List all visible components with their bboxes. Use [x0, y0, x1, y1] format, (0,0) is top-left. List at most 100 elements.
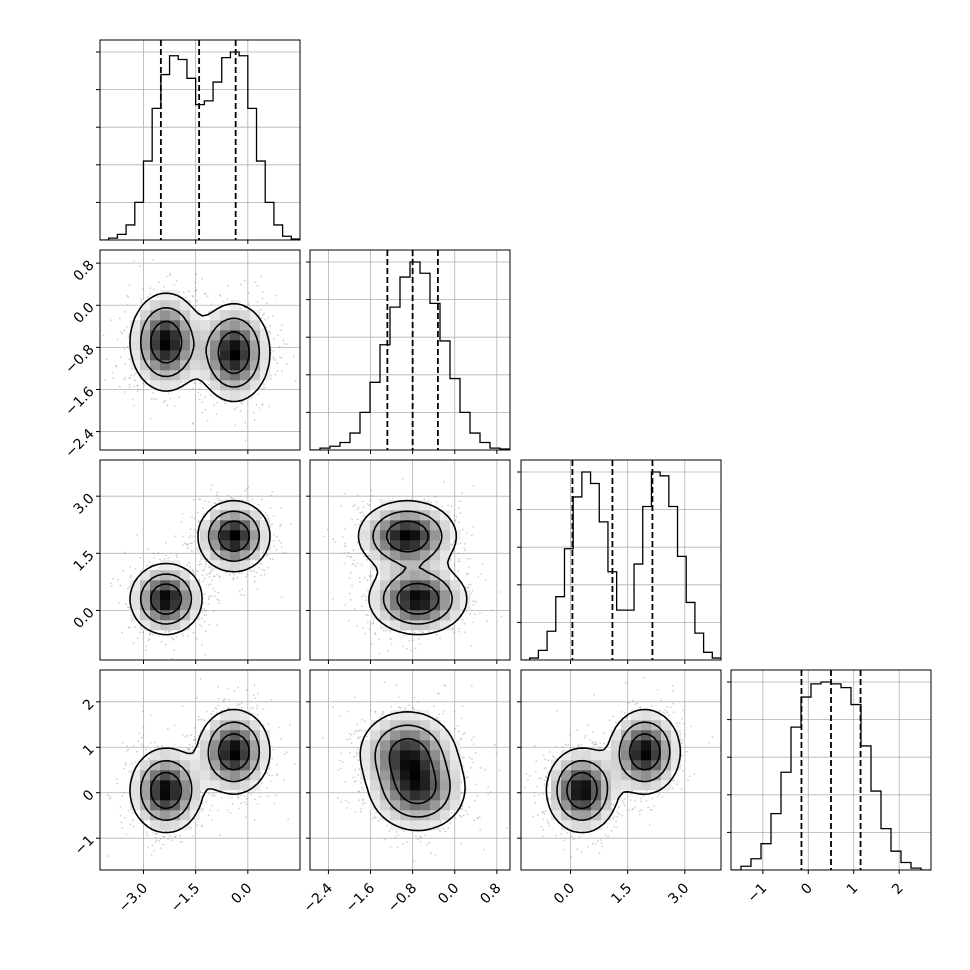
scatter-point — [368, 504, 371, 506]
scatter-point — [194, 290, 197, 292]
y-tick-label: 0.0 — [71, 300, 98, 327]
scatter-point — [332, 597, 334, 600]
scatter-point — [193, 535, 196, 538]
density-cell — [220, 320, 231, 331]
scatter-point — [194, 281, 197, 284]
scatter-point — [129, 565, 132, 568]
scatter-point — [149, 741, 152, 744]
scatter-point — [244, 280, 246, 282]
scatter-point — [132, 642, 135, 645]
scatter-point — [184, 296, 187, 299]
scatter-point — [159, 558, 161, 560]
scatter-point — [102, 334, 105, 337]
scatter-point — [150, 398, 153, 400]
scatter-point — [213, 590, 216, 593]
y-tick-label: 1.5 — [71, 548, 98, 575]
scatter-point — [238, 571, 241, 574]
density-cell — [440, 590, 451, 601]
scatter-point — [357, 506, 360, 509]
scatter-point — [204, 408, 207, 411]
density-cell — [190, 600, 201, 611]
scatter-point — [192, 570, 194, 572]
scatter-point — [136, 637, 139, 639]
scatter-point — [200, 718, 203, 721]
scatter-point — [199, 382, 202, 384]
density-cell — [160, 590, 171, 601]
density-cell — [190, 340, 201, 351]
scatter-point — [219, 294, 221, 296]
density-cell — [440, 520, 451, 531]
density-cell — [250, 380, 261, 391]
scatter-point — [205, 573, 208, 576]
scatter-point — [259, 308, 262, 311]
density-cell — [180, 310, 191, 321]
scatter-point — [128, 386, 131, 389]
scatter-point — [182, 291, 185, 294]
contour-level-2 — [150, 320, 250, 375]
scatter-point — [228, 574, 231, 576]
density-cell — [240, 560, 251, 571]
density-cell — [380, 580, 391, 591]
scatter-point — [133, 404, 135, 407]
scatter-point — [260, 772, 262, 775]
scatter-point — [216, 491, 219, 494]
scatter-point — [257, 566, 260, 569]
density-cell — [440, 530, 451, 541]
scatter-point — [268, 405, 270, 408]
scatter-point — [133, 374, 135, 377]
density-cell — [370, 590, 381, 601]
scatter-point — [205, 609, 208, 612]
scatter-point — [204, 653, 207, 656]
scatter-point — [206, 295, 209, 298]
scatter-point — [244, 490, 247, 492]
scatter-point — [232, 577, 235, 579]
panel-frame — [309, 249, 511, 451]
scatter-point — [127, 336, 130, 338]
density-cell — [230, 370, 241, 381]
density-cell — [400, 570, 411, 581]
density-cell — [400, 620, 411, 631]
scatter-point — [191, 295, 194, 297]
scatter-point — [164, 630, 167, 633]
scatter-point — [208, 792, 210, 795]
scatter-point — [217, 591, 220, 594]
scatter-point — [477, 576, 480, 579]
scatter-point — [211, 818, 214, 821]
scatter-point — [263, 569, 266, 572]
scatter-point — [187, 634, 189, 637]
density-cell — [210, 560, 221, 571]
panel-frame — [309, 459, 511, 661]
scatter-point — [241, 588, 244, 591]
density-cell — [160, 350, 171, 361]
scatter-point — [118, 317, 121, 320]
scatter-point — [226, 298, 229, 300]
density-cell — [450, 600, 461, 611]
panel-2-1 — [306, 459, 511, 664]
scatter-point — [465, 573, 468, 575]
scatter-point — [218, 698, 220, 700]
scatter-point — [157, 745, 159, 748]
panel-2-2 — [517, 459, 722, 664]
scatter-point — [196, 299, 199, 302]
density-cell — [150, 300, 161, 311]
scatter-point — [356, 508, 359, 511]
scatter-point — [404, 634, 407, 637]
scatter-point — [192, 423, 195, 425]
scatter-point — [216, 573, 219, 576]
scatter-point — [453, 540, 455, 543]
density-cell — [200, 520, 211, 531]
density-cell — [160, 600, 171, 611]
scatter-point — [189, 542, 192, 545]
scatter-point — [208, 566, 211, 569]
scatter-point — [192, 388, 195, 390]
density-cell — [140, 300, 151, 311]
scatter-point — [203, 569, 206, 571]
panel-frame — [99, 249, 301, 451]
scatter-point — [378, 652, 381, 655]
scatter-point — [187, 747, 190, 750]
density-cell — [170, 330, 181, 341]
scatter-point — [142, 734, 145, 737]
scatter-point — [235, 407, 238, 409]
scatter-point — [260, 317, 263, 319]
scatter-point — [347, 551, 350, 554]
